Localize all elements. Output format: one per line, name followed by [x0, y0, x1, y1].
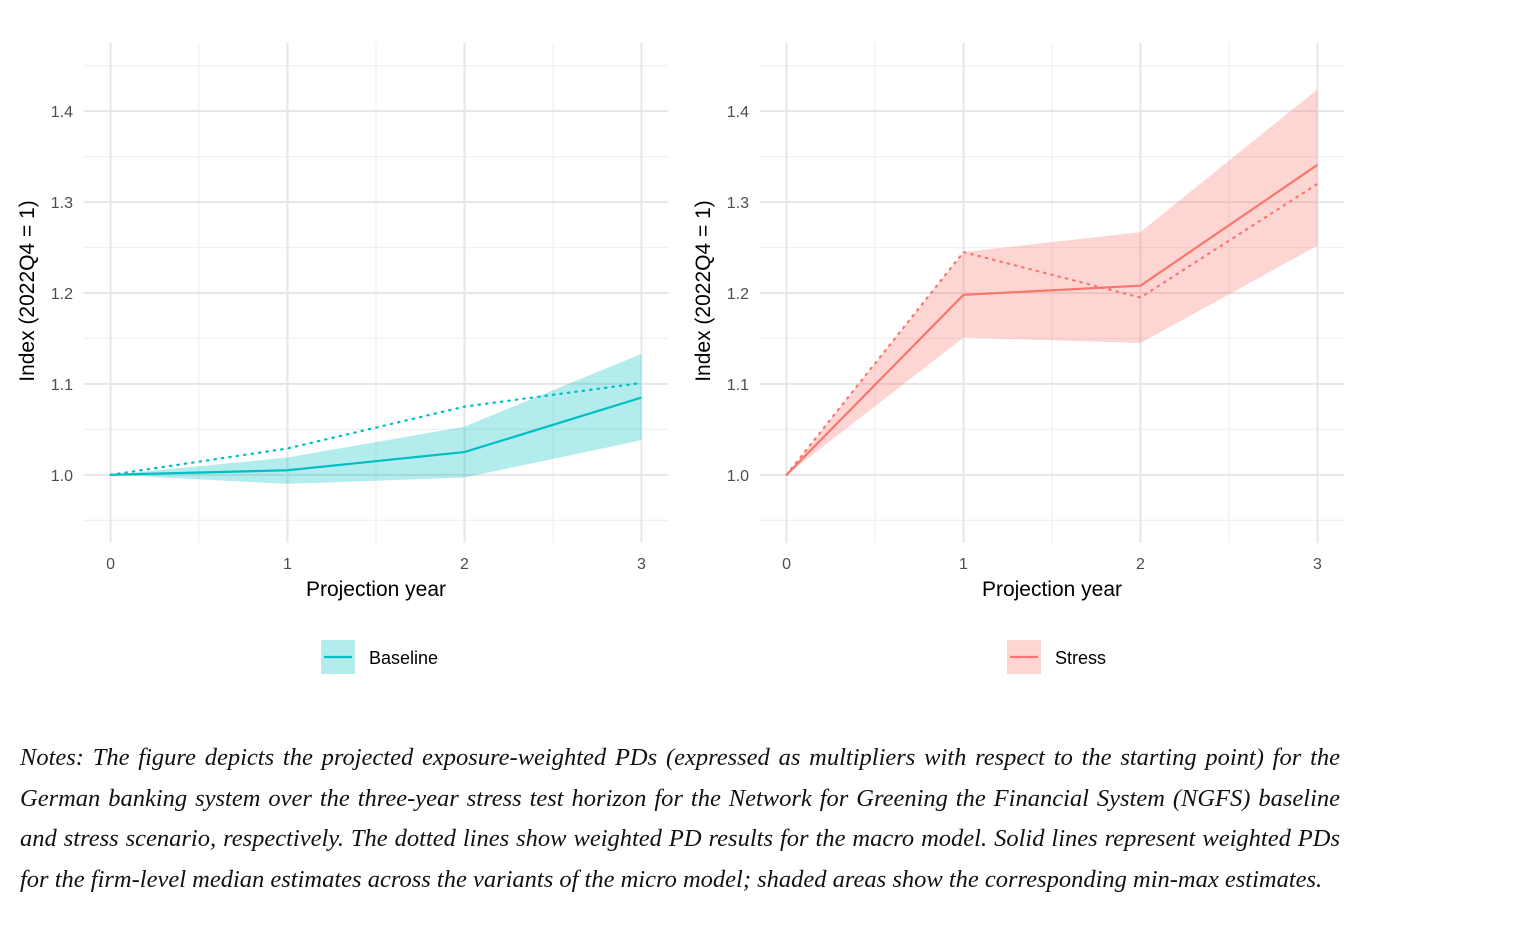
x-tick-label: 0 [782, 556, 791, 573]
y-tick-label: 1.3 [727, 195, 749, 212]
y-tick-label: 1.2 [727, 286, 749, 303]
y-tick-label: 1.1 [727, 377, 749, 394]
y-tick-label: 1.4 [727, 104, 749, 121]
panel-0: 1.0 1.1 1.2 1.3 1.4 0 1 2 3 Projection year Index … [16, 43, 668, 674]
figure-notes: Notes: The figure depicts the projected … [20, 744, 1340, 893]
macro-model-dotted-line [785, 182, 1319, 476]
x-tick-label: 3 [637, 556, 646, 573]
min-max-ribbon [786, 89, 1318, 475]
micro-model-median-line [785, 163, 1319, 476]
y-tick-label: 1.3 [51, 195, 73, 212]
min-max-ribbon [110, 353, 642, 484]
y-tick-label: 1.0 [727, 468, 749, 485]
x-tick-label: 3 [1313, 556, 1322, 573]
x-axis-title: Projection year [982, 578, 1122, 601]
y-axis-title: Index (2022Q4 = 1) [16, 200, 39, 382]
x-tick-label: 1 [283, 556, 292, 573]
y-tick-label: 1.1 [51, 377, 73, 394]
panel-1: 1.0 1.1 1.2 1.3 1.4 0 1 2 3 Projection year Index … [692, 43, 1344, 674]
legend-label: Baseline [369, 648, 438, 668]
x-axis-title: Projection year [306, 578, 446, 601]
y-axis-title: Index (2022Q4 = 1) [692, 200, 715, 382]
x-tick-label: 2 [460, 556, 469, 573]
y-tick-label: 1.0 [51, 468, 73, 485]
x-tick-label: 2 [1136, 556, 1145, 573]
y-tick-label: 1.4 [51, 104, 73, 121]
macro-model-dotted-line [109, 381, 643, 476]
y-tick-label: 1.2 [51, 286, 73, 303]
micro-model-median-line [110, 396, 642, 476]
x-tick-label: 1 [959, 556, 968, 573]
chart-figure: 1.0 1.1 1.2 1.3 1.4 0 1 2 3 Projection year Index … [16, 43, 1344, 674]
x-tick-label: 0 [106, 556, 115, 573]
legend-label: Stress [1055, 648, 1106, 668]
